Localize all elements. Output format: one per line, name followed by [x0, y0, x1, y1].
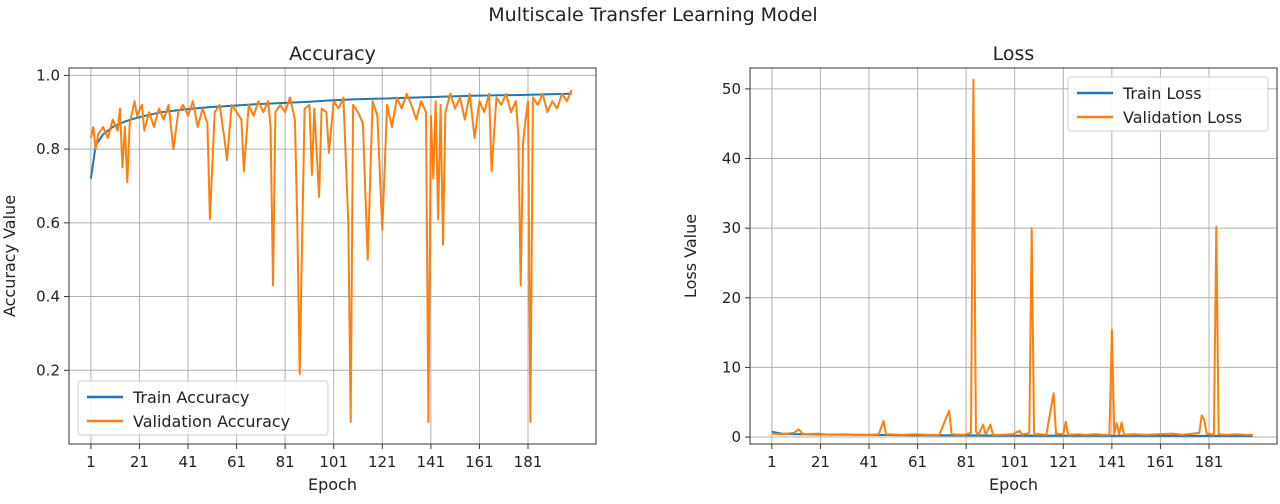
y-tick-label: 50: [722, 80, 741, 98]
y-tick-label: 10: [722, 358, 741, 376]
series-line-validation-accuracy: [89, 89, 573, 423]
loss-legend: Train Loss Validation Loss: [1067, 76, 1269, 132]
x-tick-label: 141: [1098, 453, 1127, 471]
y-tick-label: 30: [722, 219, 741, 237]
y-tick-label: 0.8: [36, 140, 60, 158]
x-tick-label: 61: [908, 453, 927, 471]
legend-label: Train Loss: [1122, 84, 1202, 103]
x-tick-label: 61: [227, 453, 246, 471]
x-tick-label: 161: [465, 453, 494, 471]
series-line-validation-loss: [771, 78, 1253, 436]
x-tick-label: 121: [1049, 453, 1078, 471]
loss-x-axis-label: Epoch: [989, 475, 1038, 494]
y-tick-label: 0.6: [36, 214, 60, 232]
x-tick-label: 1: [767, 453, 777, 471]
y-tick-label: 0.4: [36, 288, 60, 306]
x-tick-label: 121: [368, 453, 397, 471]
x-tick-label: 161: [1146, 453, 1175, 471]
accuracy-legend: Train Accuracy Validation Accuracy: [77, 380, 329, 436]
accuracy-y-axis-label: Accuracy Value: [0, 195, 19, 317]
loss-title: Loss: [993, 43, 1035, 65]
x-tick-label: 1: [86, 453, 96, 471]
loss-plot-frame: [749, 67, 1278, 445]
x-tick-label: 101: [319, 453, 348, 471]
x-tick-label: 81: [957, 453, 976, 471]
x-tick-label: 21: [811, 453, 830, 471]
accuracy-panel: 1 21 41 61 81 101 121 141 161 1810.20.40.60.81.0A…: [0, 43, 597, 494]
x-tick-label: 181: [514, 453, 543, 471]
accuracy-title: Accuracy: [289, 43, 376, 65]
loss-y-axis-label: Loss Value: [681, 214, 700, 298]
loss-panel: 1 21 41 61 81 101 121 141 161 18101020304050LossE…: [681, 43, 1278, 494]
legend-box: [1067, 76, 1269, 132]
x-tick-label: 41: [859, 453, 878, 471]
y-tick-label: 0.2: [36, 361, 60, 379]
accuracy-plot-frame: [68, 67, 597, 445]
legend-label: Validation Loss: [1123, 108, 1242, 127]
legend-box: [77, 380, 329, 436]
x-tick-label: 81: [276, 453, 295, 471]
y-tick-label: 0: [731, 428, 741, 446]
series-line-train-accuracy: [89, 92, 572, 179]
loss-grid: [750, 68, 1277, 444]
x-tick-label: 21: [130, 453, 149, 471]
x-tick-label: 41: [178, 453, 197, 471]
x-tick-label: 101: [1000, 453, 1029, 471]
x-tick-label: 181: [1195, 453, 1224, 471]
y-tick-label: 20: [722, 289, 741, 307]
legend-label: Train Accuracy: [132, 388, 250, 407]
x-tick-label: 141: [417, 453, 446, 471]
accuracy-x-axis-label: Epoch: [308, 475, 357, 494]
figure-suptitle: Multiscale Transfer Learning Model: [488, 4, 817, 26]
y-tick-label: 40: [722, 150, 741, 168]
legend-label: Validation Accuracy: [133, 412, 290, 431]
y-tick-label: 1.0: [36, 66, 60, 84]
